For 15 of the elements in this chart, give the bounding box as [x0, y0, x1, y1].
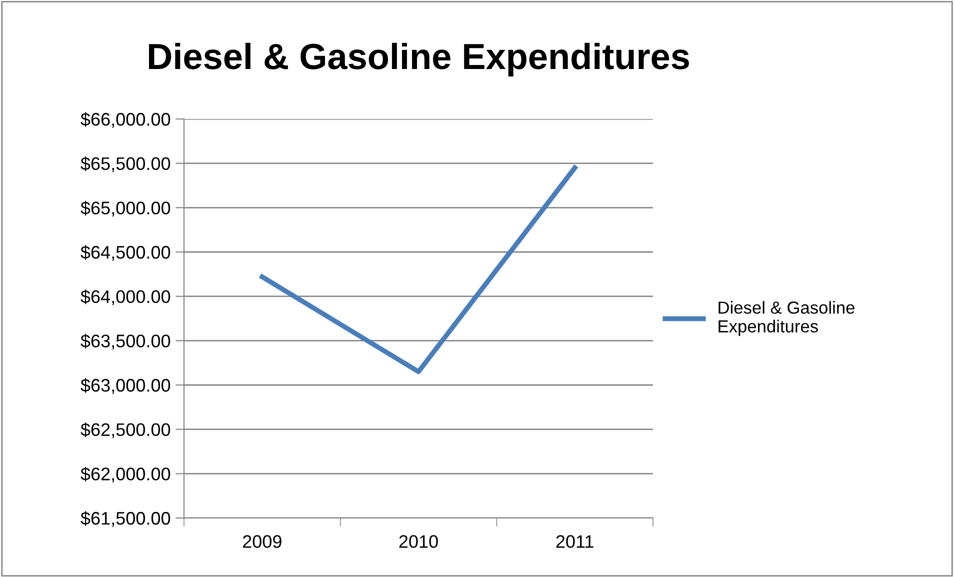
x-tick-label: 2009 [242, 535, 282, 548]
y-tick-label: $62,000.00 [80, 466, 170, 483]
y-tick-label: $63,500.00 [80, 334, 170, 350]
y-tick-label: $66,000.00 [80, 112, 170, 128]
y-tick-label: $64,000.00 [80, 290, 170, 306]
chart-title: Diesel & Gasoline Expenditures [149, 42, 689, 76]
y-tick-label: $65,000.00 [80, 200, 170, 217]
y-tick-label: $61,500.00 [80, 511, 170, 527]
x-tick-label: 2011 [556, 535, 594, 548]
y-tick-label: $63,000.00 [80, 378, 170, 394]
y-tick-label: $64,500.00 [80, 245, 170, 261]
legend-label: Diesel & Gasoline Expenditures [718, 301, 854, 336]
y-tick-label: $65,500.00 [80, 156, 170, 172]
x-tick-label: 2010 [399, 535, 438, 548]
y-tick-label: $62,500.00 [80, 422, 170, 438]
